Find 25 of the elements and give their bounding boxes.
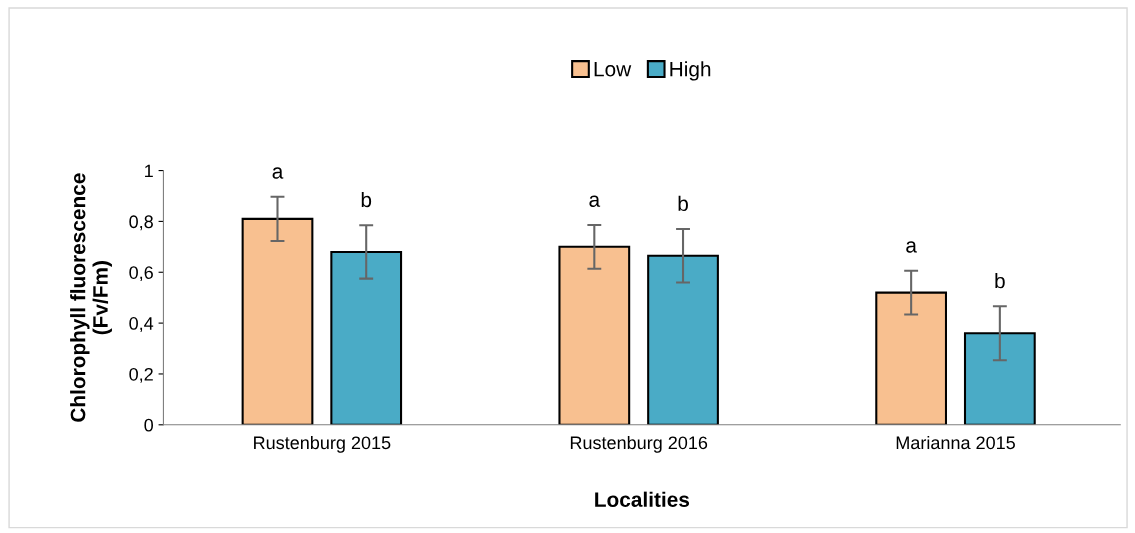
annotation: b bbox=[361, 191, 372, 208]
y-axis-title: Chlorophyll fluorescence (Fv/Fm) bbox=[70, 173, 112, 422]
y-tick-label: 0,4 bbox=[129, 317, 154, 332]
annotation: a bbox=[906, 241, 917, 253]
bar bbox=[330, 250, 403, 425]
bar bbox=[875, 291, 948, 425]
y-tick-label: 0,2 bbox=[129, 367, 153, 383]
annotation: b bbox=[678, 195, 688, 212]
y-tick-label: 0 bbox=[144, 418, 154, 432]
annotation: a bbox=[272, 167, 284, 179]
x-axis-title: Localities bbox=[595, 491, 690, 507]
legend-label: High bbox=[670, 61, 711, 81]
bar bbox=[647, 254, 719, 425]
annotation: b bbox=[995, 273, 1005, 289]
bar bbox=[963, 332, 1036, 425]
bar bbox=[558, 245, 631, 425]
annotation: a bbox=[589, 195, 601, 207]
x-tick-label: Rustenburg 2016 bbox=[570, 435, 708, 453]
y-tick-label: 0,6 bbox=[129, 266, 153, 282]
x-tick-label: Marianna 2015 bbox=[896, 435, 1015, 450]
x-tick-label: Rustenburg 2015 bbox=[254, 435, 391, 453]
bar bbox=[241, 217, 314, 425]
y-tick-label: 0,8 bbox=[129, 215, 153, 231]
y-tick-label: 1 bbox=[145, 164, 153, 178]
legend-label: Low bbox=[594, 61, 632, 77]
